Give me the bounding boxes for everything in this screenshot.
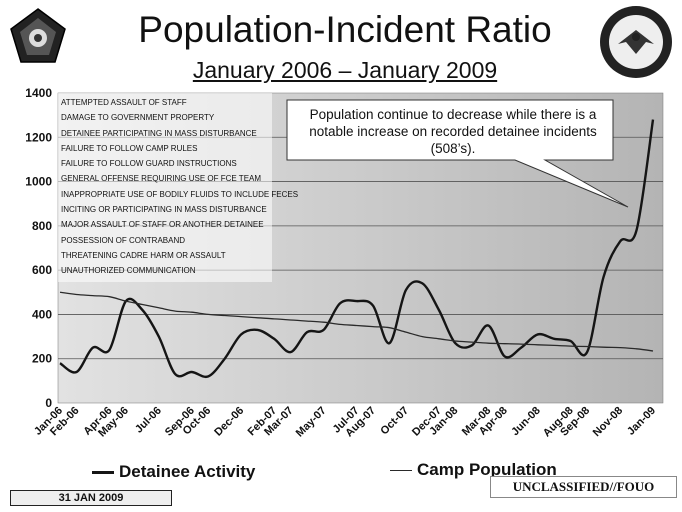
y-tick-label: 200	[32, 352, 52, 366]
incident-type-item: GENERAL OFFENSE REQUIRING USE OF FCE TEA…	[61, 174, 262, 184]
legend-label-detainee: Detainee Activity	[119, 462, 256, 481]
incident-type-item: INCITING OR PARTICIPATING IN MASS DISTUR…	[61, 205, 267, 215]
x-tick-label: Jul-06	[133, 405, 164, 436]
y-tick-label: 400	[32, 307, 52, 321]
pentagon-seal-icon	[10, 8, 66, 63]
y-tick-label: 1200	[25, 130, 52, 144]
incident-type-item: UNAUTHORIZED COMMUNICATION	[61, 266, 196, 276]
x-tick-label: Jun-08	[509, 405, 543, 439]
legend-camp-population: Camp Population	[390, 459, 557, 481]
incident-type-item: DAMAGE TO GOVERNMENT PROPERTY	[61, 113, 215, 123]
chart-title: Population-Incident Ratio	[138, 9, 552, 50]
incident-type-item: MAJOR ASSAULT OF STAFF OR ANOTHER DETAIN…	[61, 220, 264, 230]
x-tick-label: Nov-08	[591, 405, 625, 439]
incident-type-item: FAILURE TO FOLLOW GUARD INSTRUCTIONS	[61, 159, 237, 169]
y-tick-label: 800	[32, 219, 52, 233]
callout-text: Population continue to decrease while th…	[309, 107, 597, 156]
legend-swatch-population	[390, 470, 412, 472]
callout-bubble	[286, 99, 629, 208]
legend-swatch-detainee	[92, 471, 114, 475]
date-stamp: 31 JAN 2009	[10, 490, 172, 506]
y-tick-label: 600	[32, 263, 52, 277]
incident-type-item: POSSESSION OF CONTRABAND	[61, 235, 186, 245]
incident-type-item: ATTEMPTED ASSAULT OF STAFF	[61, 98, 187, 107]
x-tick-label: Oct-07	[378, 405, 411, 438]
x-tick-label: Dec-06	[212, 405, 246, 439]
y-tick-label: 0	[45, 396, 52, 410]
incident-type-item: FAILURE TO FOLLOW CAMP RULES	[61, 143, 198, 153]
series-line-detainee-activity	[59, 119, 655, 379]
y-tick-label: 1400	[25, 86, 52, 100]
incident-type-item: DETAINEE PARTICIPATING IN MASS DISTURBAN…	[61, 128, 257, 138]
y-tick-label: 1000	[25, 175, 52, 189]
classification-marking: UNCLASSIFIED//FOUO	[490, 476, 677, 498]
incident-type-item: THREATENING CADRE HARM OR ASSAULT	[61, 250, 226, 260]
x-tick-label: Jan-09	[625, 405, 658, 438]
incident-type-item: INAPPROPRIATE USE OF BODILY FLUIDS TO IN…	[61, 189, 299, 199]
legend-label-population: Camp Population	[417, 460, 557, 479]
joint-detention-group-seal-icon	[600, 6, 672, 78]
x-tick-label: May-07	[294, 405, 329, 440]
chart-subtitle: January 2006 – January 2009	[192, 57, 498, 83]
legend-detainee-activity: Detainee Activity	[92, 461, 255, 483]
incident-type-list: ATTEMPTED ASSAULT OF STAFF DAMAGE TO GOVE…	[58, 93, 299, 282]
